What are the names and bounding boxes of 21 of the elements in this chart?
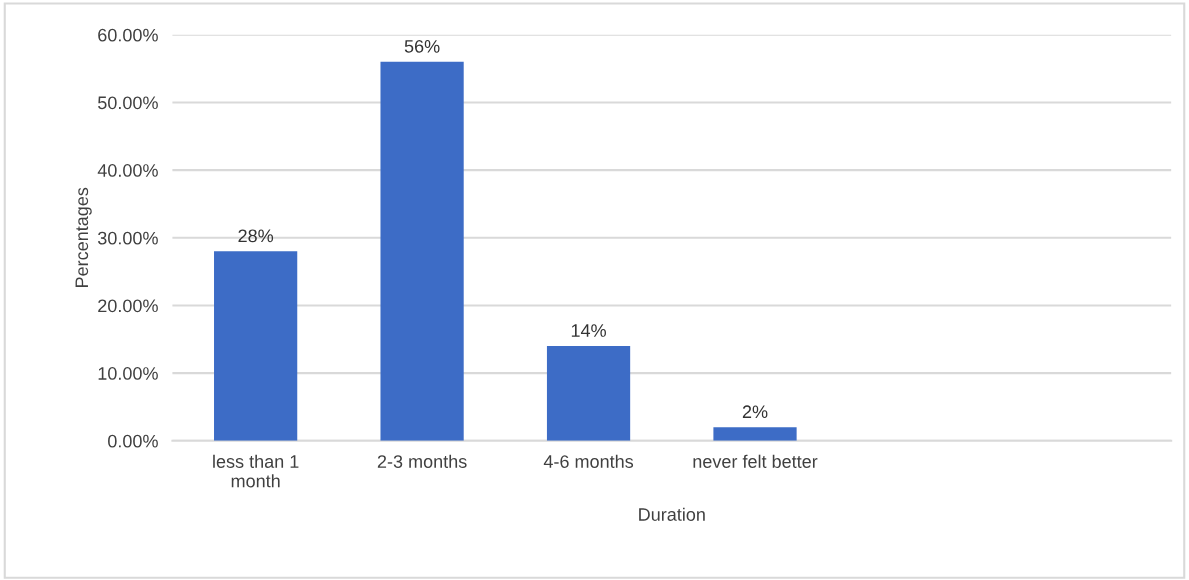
data-label: 2%	[742, 405, 768, 419]
x-tick-label: less than 1 month	[213, 454, 299, 488]
bar	[380, 61, 464, 441]
bar	[214, 251, 298, 441]
y-tick-label: 30.00%	[97, 231, 158, 245]
data-label: 28%	[238, 229, 274, 243]
x-tick-label: 2-3 months	[377, 454, 467, 468]
x-tick-label: 4-6 months	[543, 454, 634, 468]
bar	[713, 427, 797, 441]
y-tick-label: 40.00%	[97, 164, 158, 177]
data-label: 14%	[571, 324, 606, 337]
y-tick-label: 10.00%	[98, 367, 158, 380]
y-tick-label: 60.00%	[98, 28, 158, 42]
y-tick-label: 20.00%	[98, 299, 158, 313]
y-tick-label: 50.00%	[98, 96, 158, 110]
data-label: 56%	[404, 39, 440, 53]
bar	[546, 346, 631, 441]
y-tick-label: 0.00%	[108, 434, 158, 448]
x-axis-title: Duration	[639, 507, 705, 521]
x-tick-label: never felt better	[693, 454, 818, 468]
y-axis-title: Percentages	[75, 187, 92, 287]
